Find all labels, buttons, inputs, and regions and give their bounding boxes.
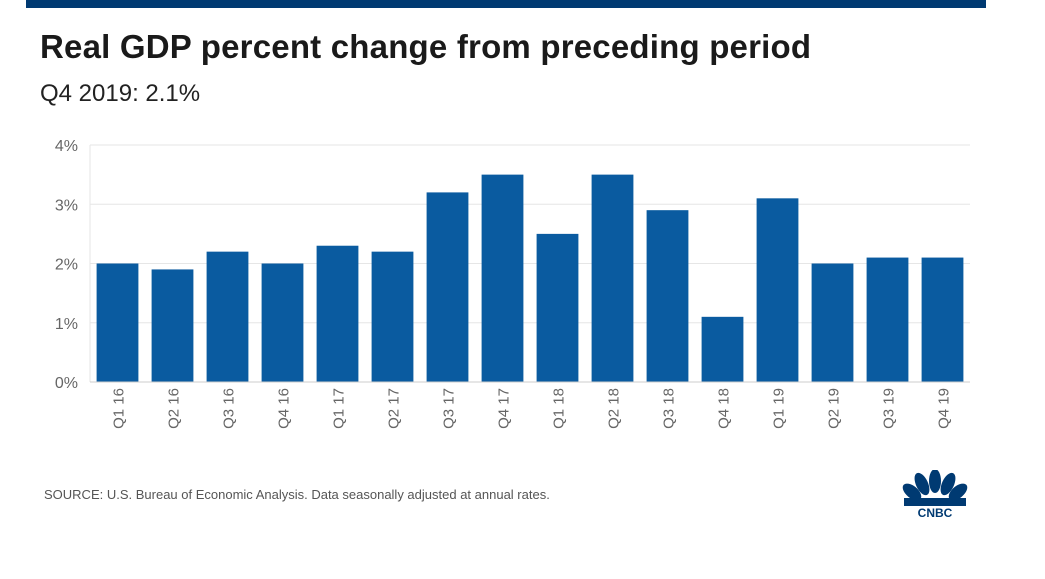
cnbc-peacock-logo: CNBC xyxy=(902,470,968,520)
bar xyxy=(426,192,469,382)
source-note: SOURCE: U.S. Bureau of Economic Analysis… xyxy=(44,487,550,502)
bar xyxy=(701,316,744,382)
x-tick-label: Q4 17 xyxy=(496,388,513,429)
x-tick-label: Q2 17 xyxy=(386,388,403,429)
chart-title: Real GDP percent change from preceding p… xyxy=(40,28,812,65)
bar xyxy=(591,174,634,382)
bar xyxy=(646,210,689,382)
x-tick-label: Q3 17 xyxy=(441,388,458,429)
x-tick-label: Q1 17 xyxy=(331,388,348,429)
bar xyxy=(316,245,359,382)
y-tick-label: 2% xyxy=(55,257,78,274)
y-tick-label: 4% xyxy=(55,138,78,155)
x-tick-label: Q4 19 xyxy=(936,388,953,429)
chart-subtitle: Q4 2019: 2.1% xyxy=(40,80,201,107)
x-tick-label: Q1 16 xyxy=(111,388,128,429)
bar xyxy=(261,263,304,382)
bar xyxy=(481,174,524,382)
top-accent-bar xyxy=(26,0,986,8)
x-tick-label: Q4 18 xyxy=(716,388,733,429)
x-tick-label: Q3 16 xyxy=(221,388,238,429)
x-tick-label: Q2 18 xyxy=(606,388,623,429)
x-tick-label: Q1 18 xyxy=(551,388,568,429)
x-tick-label: Q2 19 xyxy=(826,388,843,429)
bar xyxy=(206,251,249,382)
x-tick-label: Q2 16 xyxy=(166,388,183,429)
bar xyxy=(536,233,579,382)
x-tick-label: Q4 16 xyxy=(276,388,293,429)
bar xyxy=(151,269,194,382)
bar xyxy=(811,263,854,382)
bar xyxy=(756,198,799,382)
bar xyxy=(96,263,139,382)
x-tick-label: Q3 19 xyxy=(881,388,898,429)
bar xyxy=(371,251,414,382)
y-tick-label: 1% xyxy=(55,316,78,333)
x-tick-label: Q1 19 xyxy=(771,388,788,429)
bar xyxy=(921,257,964,382)
logo-wordmark: CNBC xyxy=(918,506,953,520)
bar xyxy=(866,257,909,382)
y-tick-label: 0% xyxy=(55,375,78,392)
y-tick-label: 3% xyxy=(55,197,78,214)
x-tick-label: Q3 18 xyxy=(661,388,678,429)
